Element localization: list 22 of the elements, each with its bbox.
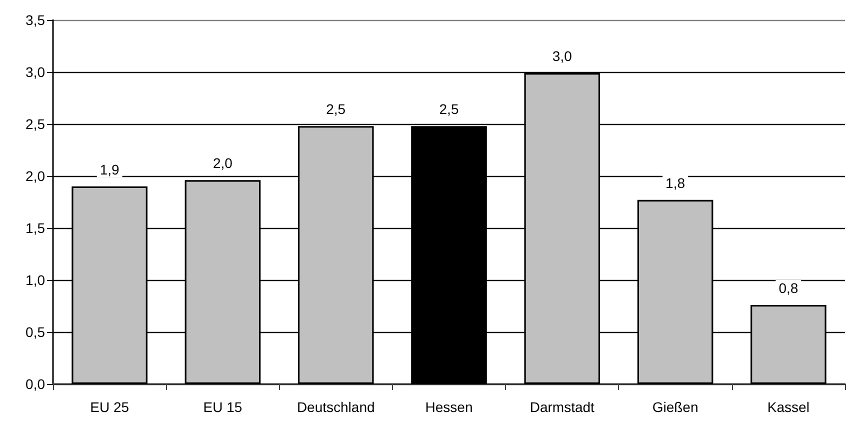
data-label: 3,0: [552, 48, 572, 64]
y-tick-label: 1,5: [26, 220, 46, 236]
x-tick-label: Hessen: [425, 399, 473, 415]
x-tick-label: Darmstadt: [530, 399, 595, 415]
y-tick-label: 1,0: [26, 272, 46, 288]
x-tick-label: Deutschland: [296, 399, 375, 415]
data-label: 2,0: [212, 155, 233, 172]
y-tick-label: 3,5: [26, 12, 46, 28]
y-tick-label: 3,0: [26, 64, 46, 80]
x-tick-label: Kassel: [767, 399, 810, 415]
y-tick-label: 0,0: [26, 376, 46, 392]
x-tick-label: EU 25: [90, 399, 130, 415]
y-tick-label: 0,5: [26, 324, 46, 340]
data-label: 2,5: [439, 101, 459, 118]
data-label: 1,9: [100, 161, 120, 178]
data-label: 2,5: [326, 101, 346, 118]
y-tick-label: 2,0: [26, 168, 46, 184]
y-tick-label: 2,5: [26, 116, 46, 132]
data-label: 1,8: [666, 174, 686, 191]
x-tick-label: Gießen: [652, 399, 698, 415]
x-tick-label: EU 15: [203, 399, 242, 415]
data-label: 0,8: [778, 280, 798, 296]
